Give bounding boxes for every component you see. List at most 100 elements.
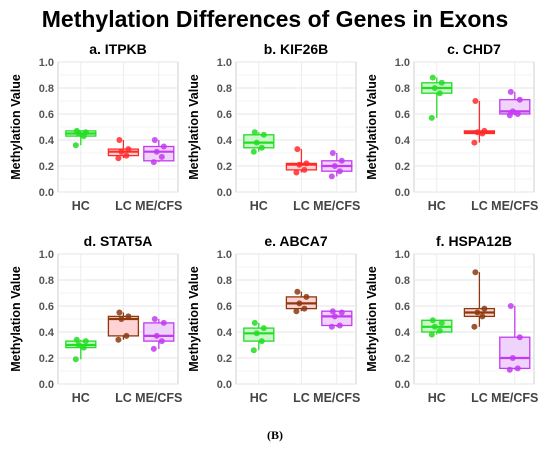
box-hc	[243, 319, 275, 354]
box-hc	[65, 336, 97, 363]
y-tick-label: 0.2	[217, 353, 232, 365]
data-point	[258, 338, 265, 345]
data-point	[73, 127, 80, 134]
data-point	[506, 366, 513, 373]
data-point	[251, 129, 258, 136]
data-point	[82, 129, 89, 136]
data-point	[428, 331, 435, 338]
data-point	[479, 313, 486, 320]
data-point	[436, 327, 443, 334]
chart-panel-1: a. ITPKB 0.0 0.2 0.4 0.6 0.8 1.0 Methylation Va…	[9, 41, 182, 213]
y-tick-label: 1.0	[395, 57, 410, 69]
y-tick-label: 0.0	[39, 379, 54, 391]
y-tick-label: 0.0	[39, 187, 54, 199]
data-point	[153, 332, 160, 339]
y-tick-label: 0.6	[39, 109, 54, 121]
data-point	[158, 338, 165, 345]
y-tick-label: 0.0	[217, 379, 232, 391]
x-tick-label: LC	[293, 391, 310, 405]
data-point	[429, 74, 436, 81]
y-tick-label: 0.4	[395, 135, 411, 147]
y-axis-label: Methylation Value	[187, 74, 201, 180]
data-point	[509, 108, 516, 115]
data-point	[428, 114, 435, 121]
data-point	[118, 148, 125, 155]
y-tick-label: 0.2	[217, 161, 232, 173]
x-tick-label: HC	[72, 391, 90, 405]
data-point	[153, 148, 160, 155]
x-tick-label: ME/CFS	[135, 199, 182, 213]
data-point	[329, 308, 336, 315]
data-point	[118, 316, 125, 322]
data-point	[329, 150, 336, 156]
main-title: Methylation Differences of Genes in Exon…	[41, 6, 509, 32]
y-tick-label: 0.6	[217, 109, 232, 121]
y-tick-label: 0.4	[395, 327, 411, 339]
data-point	[336, 322, 343, 329]
y-tick-label: 0.2	[39, 161, 54, 173]
y-tick-label: 0.6	[395, 109, 410, 121]
chart-title: d. STAT5A	[84, 233, 153, 249]
y-tick-label: 0.2	[395, 353, 410, 365]
y-tick-label: 0.2	[39, 353, 54, 365]
y-axis-label: Methylation Value	[365, 266, 379, 372]
data-point	[507, 88, 514, 95]
data-point	[303, 293, 310, 300]
data-point	[509, 355, 516, 361]
data-point	[115, 155, 122, 162]
data-point	[471, 139, 478, 146]
box-mecfs	[499, 303, 531, 373]
chart-panel-3: c. CHD7 0.0 0.2 0.4 0.6 0.8 1.0 Methylation Val…	[365, 41, 538, 213]
x-tick-label: ME/CFS	[313, 391, 360, 405]
data-point	[338, 309, 345, 316]
data-point	[436, 90, 443, 97]
data-point	[303, 160, 310, 167]
chart-panel-4: d. STAT5A 0.0 0.2 0.4 0.6 0.8 1.0 Methylation V…	[9, 233, 182, 405]
y-tick-label: 0.4	[217, 327, 233, 339]
y-tick-label: 1.0	[395, 249, 410, 261]
x-tick-label: LC	[471, 199, 488, 213]
y-tick-label: 1.0	[217, 57, 232, 69]
y-tick-label: 1.0	[217, 249, 232, 261]
data-point	[116, 309, 123, 316]
data-point	[150, 159, 157, 166]
x-tick-label: LC	[115, 391, 132, 405]
y-tick-label: 0.8	[217, 275, 232, 287]
y-tick-label: 0.8	[395, 275, 410, 287]
y-tick-label: 0.8	[39, 275, 54, 287]
y-tick-label: 0.6	[39, 301, 54, 313]
data-point	[160, 143, 167, 150]
data-point	[431, 323, 438, 330]
data-point	[474, 309, 481, 316]
data-point	[474, 129, 481, 136]
data-point	[471, 323, 478, 330]
box-mecfs	[143, 137, 175, 166]
box-mecfs	[321, 150, 353, 180]
data-point	[116, 137, 123, 143]
data-point	[481, 305, 488, 312]
box-lc	[285, 146, 318, 176]
data-point	[115, 336, 122, 343]
data-point	[151, 316, 158, 322]
data-point	[82, 338, 89, 345]
x-tick-label: HC	[428, 199, 446, 213]
data-point	[260, 131, 267, 138]
data-point	[75, 342, 82, 348]
box-hc	[421, 74, 453, 121]
data-point	[438, 319, 445, 326]
data-point	[336, 168, 343, 175]
box-body	[499, 336, 531, 370]
box-lc	[463, 98, 496, 146]
data-point	[296, 161, 303, 168]
data-point	[293, 169, 300, 176]
data-point	[250, 347, 257, 354]
box-lc	[463, 269, 496, 330]
y-axis-label: Methylation Value	[365, 74, 379, 180]
y-tick-label: 0.0	[395, 187, 410, 199]
x-tick-label: LC	[115, 199, 132, 213]
y-tick-label: 1.0	[39, 249, 54, 261]
data-point	[73, 336, 80, 343]
data-point	[507, 303, 514, 309]
